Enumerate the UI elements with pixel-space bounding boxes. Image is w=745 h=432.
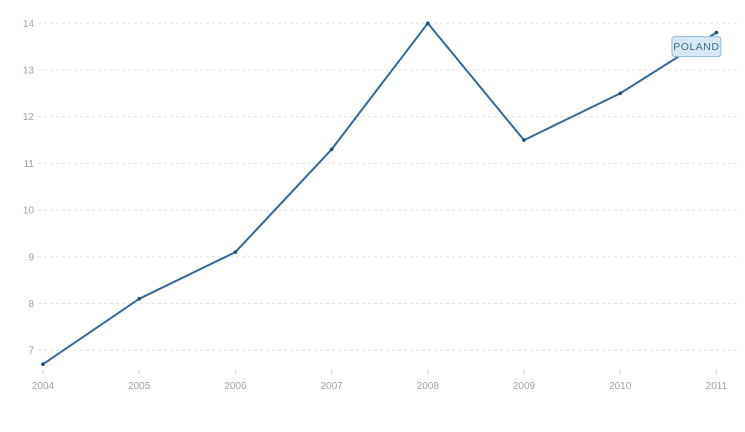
x-tick-label: 2006 bbox=[224, 381, 247, 392]
series-markers[interactable] bbox=[41, 21, 719, 367]
data-point-2011[interactable] bbox=[714, 30, 719, 35]
series-label-text: POLAND bbox=[673, 41, 719, 53]
data-point-2005[interactable] bbox=[137, 297, 141, 301]
x-tick-label: 2008 bbox=[417, 381, 440, 392]
x-tick-label: 2009 bbox=[513, 381, 536, 392]
data-point-2009[interactable] bbox=[522, 138, 526, 142]
data-point-2007[interactable] bbox=[329, 147, 334, 152]
data-point-2004[interactable] bbox=[41, 362, 45, 367]
x-tick-label: 2010 bbox=[609, 381, 632, 392]
y-tick-label: 8 bbox=[28, 299, 34, 310]
y-tick-label: 12 bbox=[23, 112, 35, 123]
gridlines bbox=[38, 22, 740, 351]
y-tick-label: 9 bbox=[28, 252, 34, 263]
x-axis-labels: 2004 2005 2006 2007 2008 2009 2010 2011 bbox=[32, 381, 728, 392]
x-tick-label: 2005 bbox=[128, 381, 151, 392]
y-tick-label: 14 bbox=[23, 19, 35, 30]
x-axis-ticks bbox=[42, 370, 717, 375]
series-label-box[interactable] bbox=[671, 36, 722, 58]
y-axis-labels: 7 8 9 10 11 12 13 14 bbox=[23, 19, 35, 357]
data-point-2008[interactable] bbox=[426, 21, 430, 26]
y-tick-label: 11 bbox=[24, 159, 35, 170]
x-tick-label: 2011 bbox=[706, 381, 728, 392]
x-tick-label: 2004 bbox=[32, 381, 55, 392]
series-label-poland[interactable]: POLAND bbox=[671, 36, 722, 58]
y-tick-label: 13 bbox=[23, 66, 35, 77]
data-point-2006[interactable] bbox=[233, 250, 238, 254]
y-tick-label: 10 bbox=[23, 206, 35, 217]
data-point-2010[interactable] bbox=[618, 91, 622, 96]
x-tick-label: 2007 bbox=[320, 381, 343, 392]
y-tick-label: 7 bbox=[28, 346, 34, 357]
series-line-poland[interactable] bbox=[42, 22, 718, 366]
